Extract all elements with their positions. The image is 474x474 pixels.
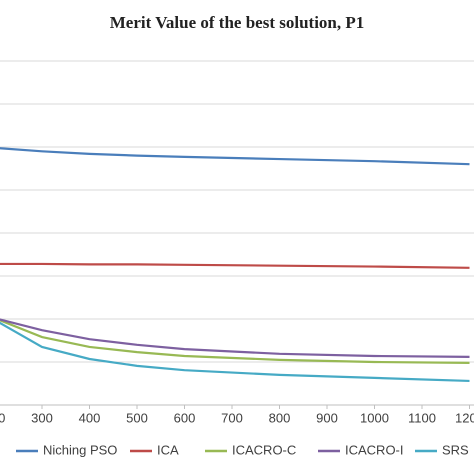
series-line [0, 318, 470, 358]
x-tick-label: 900 [316, 410, 338, 425]
series-line [0, 321, 470, 383]
legend-label: ICACRO-I [345, 442, 404, 457]
x-tick-label: 500 [126, 410, 148, 425]
series-line [0, 147, 470, 166]
legend-label: ICA [157, 442, 179, 457]
x-tick-label: 300 [31, 410, 53, 425]
x-tick-label: 1100 [408, 410, 436, 425]
x-tick-label: 700 [221, 410, 243, 425]
x-tick-label: 800 [269, 410, 291, 425]
chart-title: Merit Value of the best solution, P1 [110, 13, 365, 32]
series-line [0, 319, 470, 364]
series-line [0, 262, 470, 269]
x-tick-label: 200 [0, 410, 5, 425]
x-tick-label: 1200 [455, 410, 474, 425]
x-tick-label: 400 [79, 410, 101, 425]
legend-label: Niching PSO [43, 442, 117, 457]
legend-label: SRS [442, 442, 469, 457]
legend-label: ICACRO-C [232, 442, 296, 457]
x-tick-label: 600 [174, 410, 196, 425]
x-tick-label: 1000 [360, 410, 389, 425]
